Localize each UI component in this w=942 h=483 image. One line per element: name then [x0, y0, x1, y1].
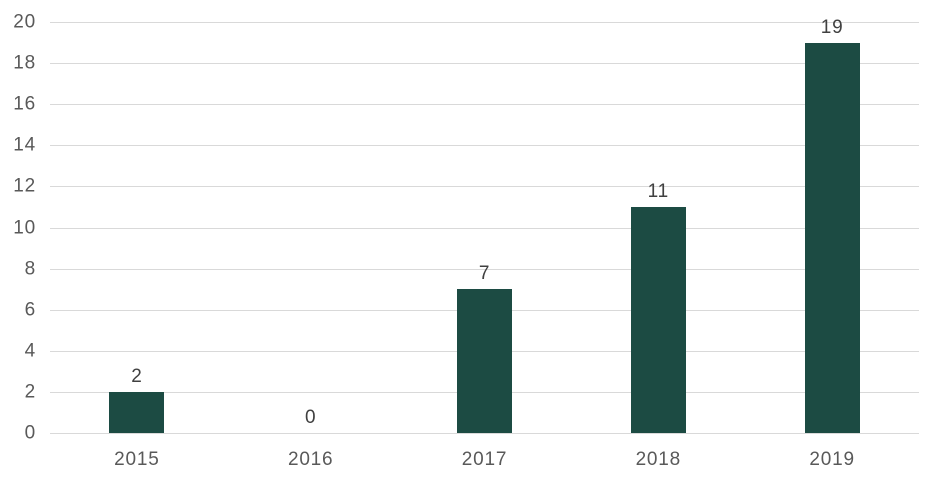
bar-2018: [630, 206, 686, 433]
bar-value-label: 19: [820, 16, 844, 38]
y-axis-tick-label: 18: [13, 52, 36, 74]
bar-value-label: 0: [305, 407, 317, 428]
x-axis-tick-label: 2015: [114, 449, 160, 470]
y-axis-tick-label: 8: [24, 258, 36, 280]
y-axis-tick-label: 4: [24, 340, 36, 362]
y-axis-tick-label: 14: [13, 134, 36, 156]
gridline: [50, 104, 919, 106]
gridline: [50, 268, 919, 270]
gridline: [50, 145, 919, 147]
x-axis-tick-label: 2016: [287, 449, 334, 470]
bar-value-label: 11: [647, 180, 669, 202]
y-axis-tick-label: 0: [24, 422, 36, 444]
gridline: [50, 63, 919, 65]
gridline: [50, 186, 919, 188]
y-axis-tick-label: 6: [24, 299, 36, 321]
gridline: [50, 22, 919, 23]
gridline: [50, 433, 919, 434]
bar-value-label: 7: [478, 263, 491, 285]
y-axis-tick-label: 10: [13, 217, 36, 238]
y-axis-tick-label: 2: [24, 381, 36, 403]
gridline: [50, 227, 919, 229]
y-axis-tick-label: 12: [13, 175, 36, 197]
x-axis-tick-label: 2019: [809, 449, 855, 470]
bar-2019: [804, 42, 860, 433]
x-axis-tick-label: 2018: [635, 449, 682, 470]
x-axis-tick-label: 2017: [461, 449, 508, 470]
y-axis-tick-label: 20: [13, 11, 36, 33]
y-axis-tick-label: 16: [13, 93, 36, 115]
bar-2017: [457, 289, 512, 433]
bar-value-label: 2: [131, 365, 143, 387]
bar-2015: [109, 391, 165, 433]
